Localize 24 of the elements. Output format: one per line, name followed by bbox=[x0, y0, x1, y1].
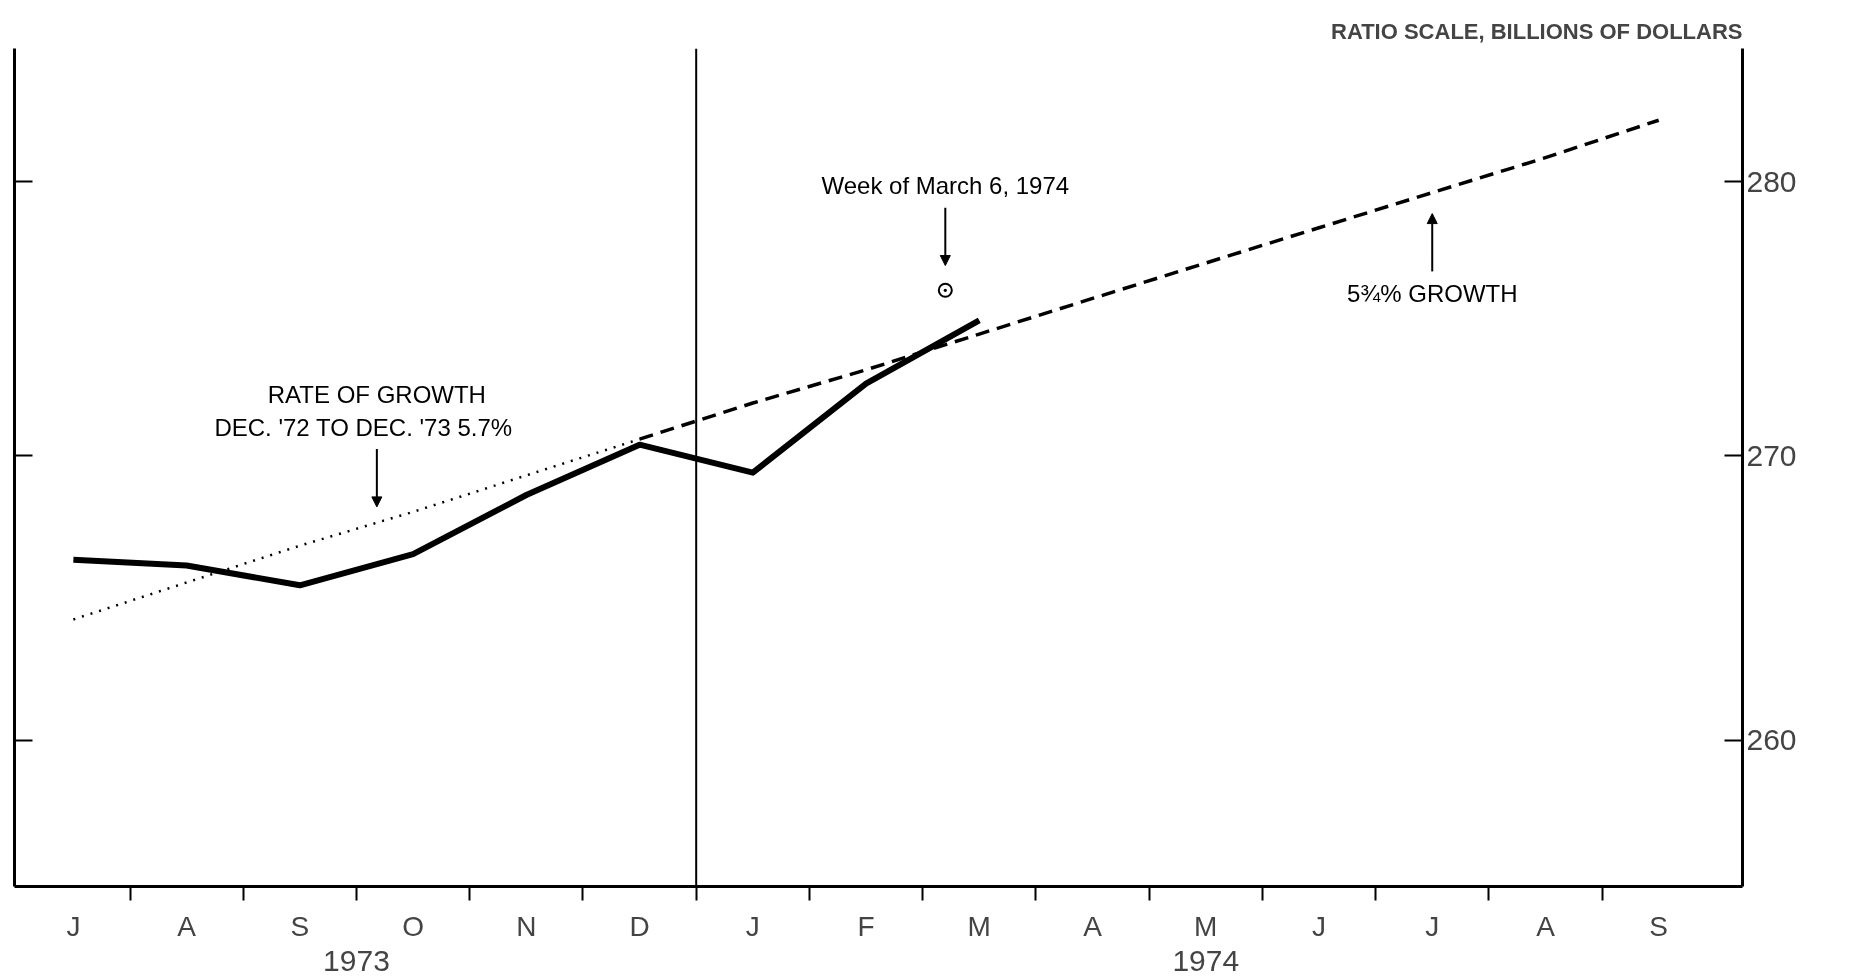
y-tick-label: 270 bbox=[1746, 438, 1797, 472]
annotation: 5¾% GROWTH bbox=[1346, 279, 1518, 307]
x-tick-label: S bbox=[1649, 910, 1669, 942]
y-tick-label: 280 bbox=[1746, 164, 1797, 198]
x-tick-label: F bbox=[857, 910, 875, 942]
x-tick-label: S bbox=[290, 910, 310, 942]
x-tick-label: M bbox=[1194, 910, 1218, 942]
x-tick-label: N bbox=[516, 910, 537, 942]
x-tick-label: J bbox=[1425, 910, 1440, 942]
x-tick-label: J bbox=[1311, 910, 1326, 942]
text: 1973 bbox=[323, 943, 390, 976]
x-tick-label: D bbox=[629, 910, 650, 942]
x-tick-label: M bbox=[967, 910, 991, 942]
x-tick-label: J bbox=[745, 910, 760, 942]
y-axis-title: RATIO SCALE, BILLIONS OF DOLLARS bbox=[1331, 18, 1743, 44]
annotation: Week of March 6, 1974 bbox=[821, 172, 1070, 200]
x-tick-label: A bbox=[1083, 910, 1103, 942]
x-tick-label: J bbox=[66, 910, 81, 942]
text: 1974 bbox=[1172, 943, 1240, 976]
x-tick-label: A bbox=[1536, 910, 1556, 942]
annotation: RATE OF GROWTH DEC. '72 TO DEC. '73 5.7% bbox=[214, 381, 513, 441]
x-tick-label: A bbox=[177, 910, 197, 942]
y-tick-label: 260 bbox=[1746, 723, 1797, 757]
x-tick-label: O bbox=[402, 910, 424, 942]
